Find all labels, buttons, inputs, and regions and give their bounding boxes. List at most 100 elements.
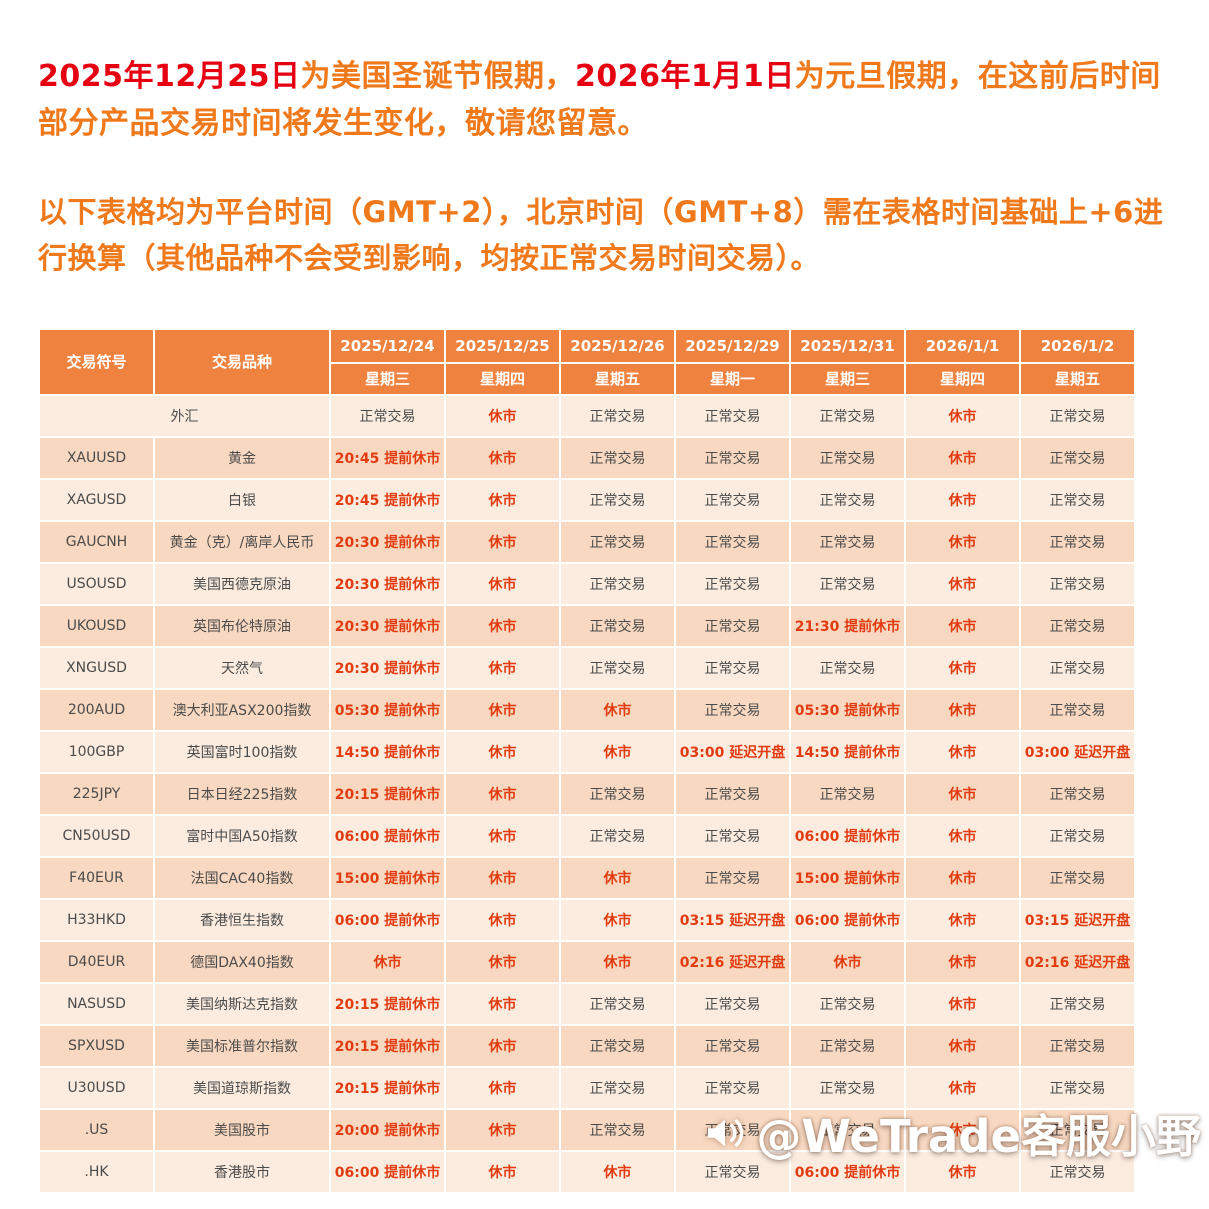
- schedule-cell: 休市: [904, 1149, 1021, 1194]
- schedule-cell: 休市: [789, 939, 906, 984]
- schedule-cell: 正常交易: [789, 435, 906, 480]
- weekday-header: 星期四: [904, 361, 1021, 396]
- schedule-cell: 休市: [444, 939, 561, 984]
- schedule-cell: 20:45 提前休市: [329, 477, 446, 522]
- schedule-cell: 06:00 提前休市: [789, 897, 906, 942]
- schedule-cell: 正常交易: [674, 855, 791, 900]
- schedule-cell: 06:00 提前休市: [329, 1149, 446, 1194]
- schedule-cell: 03:00 延迟开盘: [1019, 729, 1136, 774]
- product-cell: 黄金: [153, 435, 331, 480]
- schedule-cell: 正常交易: [1019, 855, 1136, 900]
- schedule-cell: 正常交易: [1019, 1149, 1136, 1194]
- schedule-cell: 休市: [559, 939, 676, 984]
- table-row: 外汇 正常交易 休市 正常交易 正常交易 正常交易 休市 正常交易: [38, 393, 1136, 438]
- table-row: XNGUSD 天然气 20:30 提前休市 休市 正常交易 正常交易 正常交易 休市 正常交易: [38, 645, 1136, 690]
- schedule-cell: 正常交易: [674, 561, 791, 606]
- symbol-cell: SPXUSD: [38, 1023, 155, 1068]
- table-row: 200AUD 澳大利亚ASX200指数 05:30 提前休市 休市 休市 正常交易 05:3…: [38, 687, 1136, 732]
- symbol-cell: NASUSD: [38, 981, 155, 1026]
- weekday-header: 星期五: [559, 361, 676, 396]
- schedule-cell: 休市: [559, 729, 676, 774]
- schedule-cell: 06:00 提前休市: [789, 1149, 906, 1194]
- symbol-cell: .US: [38, 1107, 155, 1152]
- schedule-cell: 正常交易: [559, 771, 676, 816]
- schedule-cell: 20:30 提前休市: [329, 561, 446, 606]
- product-cell: 美国纳斯达克指数: [153, 981, 331, 1026]
- schedule-cell: 休市: [904, 771, 1021, 816]
- schedule-cell: 休市: [444, 1149, 561, 1194]
- schedule-cell: 休市: [444, 855, 561, 900]
- schedule-cell: 休市: [904, 477, 1021, 522]
- product-cell: 美国西德克原油: [153, 561, 331, 606]
- schedule-cell: 正常交易: [329, 393, 446, 438]
- product-cell: 法国CAC40指数: [153, 855, 331, 900]
- schedule-cell: 休市: [444, 477, 561, 522]
- header-row-weekdays: 星期三 星期四 星期五 星期一 星期三 星期四 星期五: [39, 361, 1136, 396]
- schedule-cell: 05:30 提前休市: [789, 687, 906, 732]
- schedule-cell: 正常交易: [789, 771, 906, 816]
- schedule-cell: 06:00 提前休市: [329, 897, 446, 942]
- schedule-cell: 休市: [904, 855, 1021, 900]
- schedule-cell: 正常交易: [559, 981, 676, 1026]
- schedule-cell: 20:45 提前休市: [329, 435, 446, 480]
- schedule-cell: 正常交易: [789, 561, 906, 606]
- schedule-cell: 正常交易: [1019, 981, 1136, 1026]
- schedule-cell: 休市: [444, 771, 561, 816]
- symbol-cell: CN50USD: [38, 813, 155, 858]
- symbol-cell: F40EUR: [38, 855, 155, 900]
- schedule-cell: 20:30 提前休市: [329, 603, 446, 648]
- symbol-cell: USOUSD: [38, 561, 155, 606]
- schedule-cell: 正常交易: [674, 687, 791, 732]
- table-row: NASUSD 美国纳斯达克指数 20:15 提前休市 休市 正常交易 正常交易 正常交易 休市…: [38, 981, 1136, 1026]
- schedule-cell: 休市: [444, 729, 561, 774]
- schedule-cell: 15:00 提前休市: [789, 855, 906, 900]
- intro-text-1: 为美国圣诞节假期，: [300, 59, 575, 94]
- schedule-cell: 正常交易: [789, 645, 906, 690]
- schedule-cell: 休市: [904, 729, 1021, 774]
- schedule-cell: 休市: [904, 645, 1021, 690]
- table-body: 外汇 正常交易 休市 正常交易 正常交易 正常交易 休市 正常交易 XAUUSD 黄金 20:45 …: [38, 393, 1136, 1194]
- table-row: U30USD 美国道琼斯指数 20:15 提前休市 休市 正常交易 正常交易 正常交易 休市正…: [38, 1065, 1136, 1110]
- schedule-cell: 休市: [904, 561, 1021, 606]
- schedule-cell: 正常交易: [1019, 771, 1136, 816]
- schedule-cell: 正常交易: [1019, 477, 1136, 522]
- schedule-cell: 正常交易: [559, 1065, 676, 1110]
- schedule-cell: 正常交易: [674, 477, 791, 522]
- schedule-cell: 正常交易: [1019, 645, 1136, 690]
- schedule-cell: 休市: [444, 393, 561, 438]
- symbol-cell: 200AUD: [38, 687, 155, 732]
- schedule-cell: 休市: [444, 519, 561, 564]
- schedule-cell: 正常交易: [559, 561, 676, 606]
- schedule-cell: 02:16 延迟开盘: [674, 939, 791, 984]
- schedule-cell: 03:15 延迟开盘: [674, 897, 791, 942]
- schedule-cell: 休市: [904, 897, 1021, 942]
- schedule-cell: 正常交易: [1019, 813, 1136, 858]
- schedule-cell: 正常交易: [674, 519, 791, 564]
- schedule-cell: 休市: [559, 687, 676, 732]
- trading-schedule-table: 交易符号 交易品种 2025/12/24 2025/12/25 2025/12/26 20…: [38, 327, 1136, 1194]
- schedule-cell: 休市: [559, 897, 676, 942]
- schedule-cell: 正常交易: [559, 477, 676, 522]
- schedule-cell: 正常交易: [1019, 435, 1136, 480]
- schedule-cell: 03:00 延迟开盘: [674, 729, 791, 774]
- symbol-cell: H33HKD: [38, 897, 155, 942]
- product-cell: 美国股市: [153, 1107, 331, 1152]
- date-header: 2025/12/26: [559, 327, 676, 364]
- schedule-cell: 休市: [904, 435, 1021, 480]
- product-cell: 澳大利亚ASX200指数: [153, 687, 331, 732]
- schedule-cell: 休市: [444, 645, 561, 690]
- schedule-cell: 20:15 提前休市: [329, 1023, 446, 1068]
- schedule-cell: 正常交易: [674, 435, 791, 480]
- schedule-cell: 20:15 提前休市: [329, 1065, 446, 1110]
- schedule-cell: 正常交易: [674, 393, 791, 438]
- schedule-cell: 21:30 提前休市: [789, 603, 906, 648]
- schedule-cell: 休市: [904, 1023, 1021, 1068]
- schedule-cell: 20:30 提前休市: [329, 645, 446, 690]
- weekday-header: 星期三: [329, 361, 446, 396]
- weekday-header: 星期一: [674, 361, 791, 396]
- schedule-cell: 06:00 提前休市: [789, 813, 906, 858]
- timezone-note: 以下表格均为平台时间（GMT+2），北京时间（GMT+8）需在表格时间基础上+6…: [38, 195, 1164, 276]
- schedule-cell: 正常交易: [674, 603, 791, 648]
- schedule-cell: 正常交易: [789, 477, 906, 522]
- schedule-cell: 休市: [329, 939, 446, 984]
